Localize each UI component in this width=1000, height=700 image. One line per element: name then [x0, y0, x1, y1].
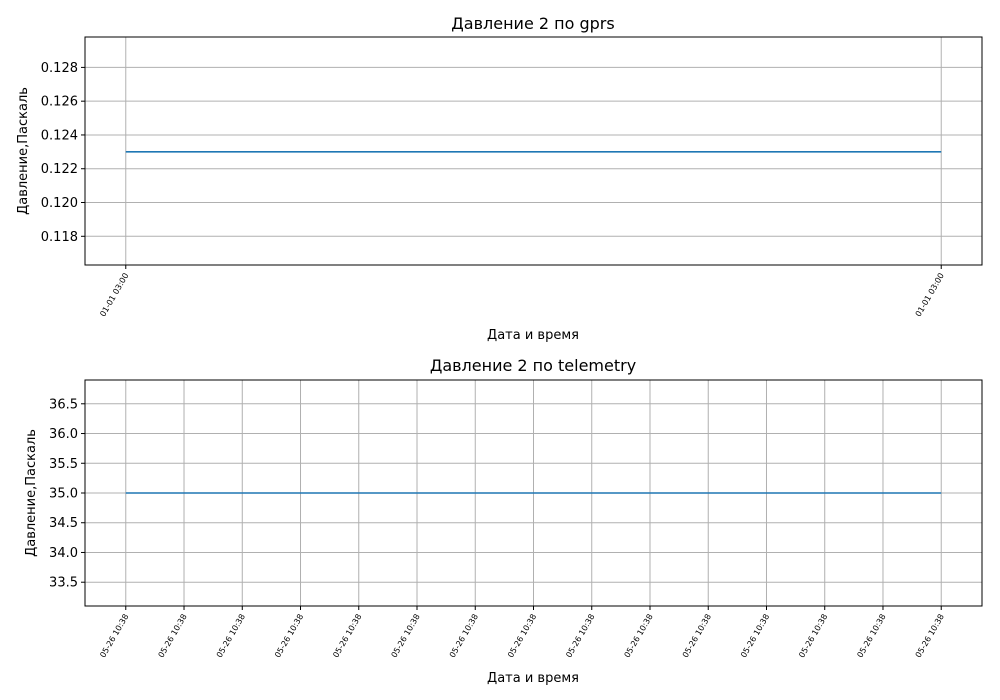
- y-tick-label: 0.124: [41, 128, 78, 143]
- gprs-grid: [85, 37, 982, 265]
- y-tick-label: 34.5: [49, 516, 78, 531]
- x-tick-label: 05-26 10:38: [273, 613, 305, 660]
- gprs-x-axis-label: Дата и время: [487, 328, 579, 343]
- y-tick-label: 35.5: [49, 457, 78, 472]
- x-tick-label: 05-26 10:38: [855, 613, 887, 660]
- telemetry-pressure-chart: 33.5 34.0 34.5 35.0 35.5 36.0 36.5 05-26 10:38…: [24, 356, 983, 686]
- telemetry-chart-title: Давление 2 по telemetry: [430, 356, 636, 375]
- x-tick-label: 05-26 10:38: [564, 613, 596, 660]
- gprs-y-axis: 0.118 0.120 0.122 0.124 0.126 0.128: [41, 61, 85, 245]
- telemetry-y-axis-label: Давление,Паскаль: [24, 429, 39, 557]
- x-tick-label: 05-26 10:38: [681, 613, 713, 660]
- x-tick-label: 05-26 10:38: [739, 613, 771, 660]
- gprs-pressure-chart: 0.118 0.120 0.122 0.124 0.126 0.128 01-01 03:…: [16, 14, 983, 343]
- gprs-plot-frame: [84, 36, 983, 266]
- x-tick-label: 05-26 10:38: [448, 613, 480, 660]
- x-tick-label: 05-26 10:38: [157, 613, 189, 660]
- x-tick-label: 01-01 03:00: [914, 272, 946, 319]
- gprs-x-axis: 01-01 03:00 01-01 03:00: [98, 265, 946, 318]
- y-tick-label: 0.128: [41, 61, 78, 76]
- y-tick-label: 34.0: [49, 546, 78, 561]
- y-tick-label: 0.120: [41, 196, 78, 211]
- telemetry-x-axis-label: Дата и время: [487, 671, 579, 686]
- y-tick-label: 35.0: [49, 487, 78, 502]
- x-tick-label: 05-26 10:38: [914, 613, 946, 660]
- telemetry-y-axis: 33.5 34.0 34.5 35.0 35.5 36.0 36.5: [49, 397, 85, 591]
- x-tick-label: 05-26 10:38: [215, 613, 247, 660]
- y-tick-label: 0.126: [41, 95, 78, 110]
- gprs-chart-title: Давление 2 по gprs: [451, 14, 614, 33]
- y-tick-label: 36.0: [49, 427, 78, 442]
- y-tick-label: 0.118: [41, 230, 78, 245]
- x-tick-label: 05-26 10:38: [390, 613, 422, 660]
- x-tick-label: 05-26 10:38: [623, 613, 655, 660]
- x-tick-label: 05-26 10:38: [506, 613, 538, 660]
- y-tick-label: 36.5: [49, 397, 78, 412]
- x-tick-label: 05-26 10:38: [797, 613, 829, 660]
- x-tick-label: 01-01 03:00: [98, 272, 130, 319]
- x-tick-label: 05-26 10:38: [331, 613, 363, 660]
- y-tick-label: 33.5: [49, 576, 78, 591]
- gprs-y-axis-label: Давление,Паскаль: [16, 87, 31, 215]
- x-tick-label: 05-26 10:38: [98, 613, 130, 660]
- telemetry-x-axis: 05-26 10:38 05-26 10:38 05-26 10:38 05-26 1…: [98, 606, 946, 659]
- y-tick-label: 0.122: [41, 162, 78, 177]
